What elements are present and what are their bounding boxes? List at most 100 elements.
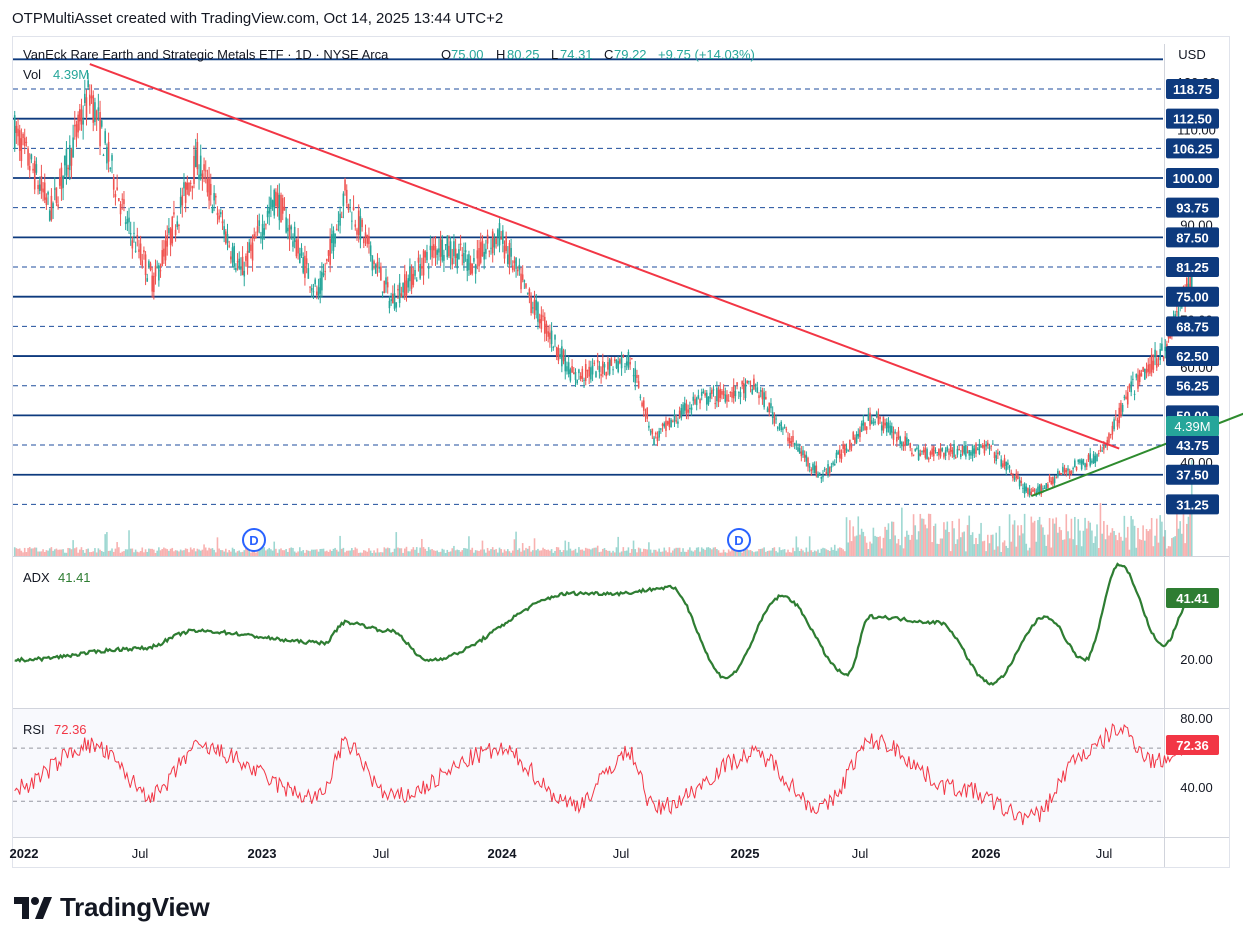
volume-bar	[189, 547, 192, 556]
candle-body	[600, 374, 602, 376]
volume-bar	[138, 552, 140, 556]
volume-bar	[90, 552, 93, 556]
candle	[660, 428, 662, 434]
candle-body	[146, 278, 149, 282]
candle	[33, 155, 36, 195]
candle	[431, 238, 433, 266]
candle-body	[865, 426, 868, 430]
candle-body	[32, 168, 34, 171]
volume-bar	[503, 549, 506, 556]
volume-bar	[1161, 521, 1163, 556]
candle	[248, 238, 251, 253]
candle	[840, 449, 843, 463]
volume-bar	[699, 551, 701, 556]
candle-body	[951, 450, 954, 454]
candle	[805, 451, 808, 467]
candle	[734, 385, 737, 402]
candle-body	[307, 268, 310, 279]
candle	[1060, 472, 1063, 476]
candle-body	[417, 257, 420, 263]
candle	[629, 357, 631, 370]
volume-bar	[540, 550, 543, 556]
volume-bar	[622, 547, 625, 556]
badge-bg	[1166, 286, 1219, 307]
candle-body	[208, 177, 210, 201]
volume-bar	[552, 552, 555, 556]
candle	[285, 208, 287, 234]
volume-bar	[461, 550, 464, 556]
volume-bar	[322, 548, 325, 556]
candle	[1002, 460, 1004, 469]
dividend-marker-1[interactable]: D	[242, 528, 266, 552]
tradingview-logo[interactable]: TradingView	[14, 892, 210, 923]
candle	[666, 420, 669, 426]
volume-bar	[961, 532, 964, 556]
candle	[859, 426, 861, 442]
candle	[191, 185, 194, 200]
candle-body	[392, 293, 394, 304]
candle	[707, 396, 710, 406]
candle-body	[929, 452, 932, 456]
candle	[380, 262, 382, 281]
candle-body	[605, 372, 608, 377]
badge-bg	[1166, 375, 1219, 396]
candle	[787, 431, 789, 444]
adx-legend[interactable]: ADX 41.41	[23, 570, 91, 585]
candle-body	[321, 271, 323, 291]
rsi-legend[interactable]: RSI 72.36	[23, 722, 87, 737]
volume-bar	[474, 550, 477, 556]
dividend-marker-2[interactable]: D	[727, 528, 751, 552]
candle	[498, 218, 501, 253]
price-level-badge: 81.25	[1166, 257, 1219, 278]
candle	[1015, 469, 1018, 482]
candle	[542, 309, 544, 322]
volume-bars	[13, 460, 1193, 556]
candle	[526, 292, 529, 295]
candle-body	[695, 397, 698, 406]
candle	[422, 249, 425, 285]
symbol-legend[interactable]: VanEck Rare Earth and Strategic Metals E…	[23, 47, 755, 82]
candle-body	[574, 371, 577, 380]
candle-body	[927, 458, 930, 460]
candle-body	[845, 448, 848, 451]
candle-body	[1045, 483, 1048, 489]
candle	[968, 449, 971, 461]
candle-body	[800, 451, 803, 457]
volume-bar	[92, 551, 95, 556]
candle-body	[543, 316, 546, 334]
candle	[208, 166, 210, 210]
volume-bar	[456, 549, 459, 556]
currency-label[interactable]: USD	[1178, 47, 1205, 62]
candle-body	[143, 250, 145, 253]
candle-body	[877, 414, 880, 424]
candle-body	[817, 474, 819, 478]
candle-body	[228, 245, 230, 247]
candle-body	[1115, 415, 1117, 417]
volume-bar	[880, 548, 883, 556]
candle	[48, 208, 51, 222]
volume-bar	[18, 548, 21, 556]
candle-body	[648, 425, 650, 428]
candle-body	[281, 198, 284, 214]
candle-body	[798, 448, 801, 454]
volume-bar	[58, 549, 61, 556]
candle-body	[251, 242, 254, 261]
candle-body	[840, 453, 843, 460]
candle-body	[653, 437, 655, 446]
volume-bar	[815, 551, 818, 556]
volume-bar	[1087, 520, 1090, 556]
volume-bar	[444, 552, 447, 556]
candle	[1150, 348, 1153, 377]
volume-bar	[1101, 533, 1103, 556]
candle	[340, 211, 343, 218]
volume-bar	[865, 542, 868, 556]
volume-bar	[25, 552, 28, 556]
candle-body	[500, 237, 502, 240]
volume-bar	[441, 548, 444, 556]
candle	[980, 444, 982, 448]
candle	[849, 439, 851, 452]
volume-bar	[381, 552, 384, 556]
candle	[112, 174, 115, 198]
candle-body	[230, 256, 232, 260]
